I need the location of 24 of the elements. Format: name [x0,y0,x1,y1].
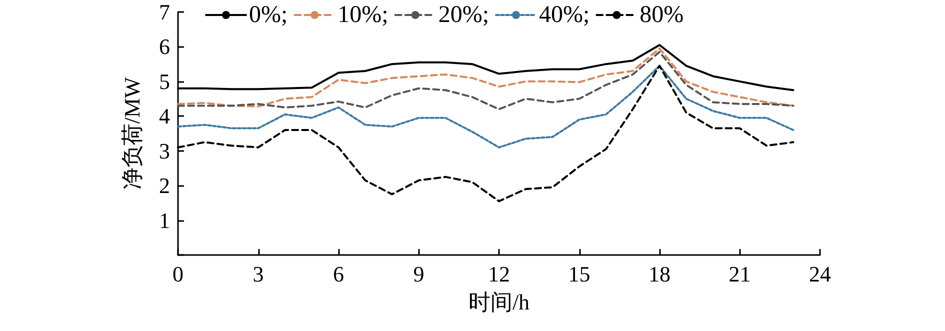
y-tick-label: 7 [159,0,170,24]
x-tick-label: 9 [413,262,424,286]
line-series [177,64,794,148]
x-tick-label: 0 [172,262,184,286]
x-tick-label: 24 [809,262,831,286]
y-tick-label: 6 [159,34,170,60]
legend-label: 80% [640,2,684,28]
legend-label: 0%; [249,2,288,28]
x-tick-label: 3 [252,262,264,286]
x-tick-label: 18 [648,262,670,286]
y-tick-label: 5 [159,68,170,94]
x-tick-label: 12 [488,262,510,286]
legend-label: 20%; [438,2,489,28]
x-tick-label: 21 [728,262,751,286]
legend-label: 40%; [538,2,590,28]
y-tick-label: 3 [159,138,170,164]
y-tick-label: 4 [159,104,170,129]
x-tick-label: 15 [568,262,590,286]
y-tick-label: 1 [159,208,170,233]
y-axis-title: 净负荷/MW [120,77,144,190]
x-axis-title: 时间/h [468,290,530,314]
legend-label: 10%; [338,2,388,28]
x-tick-label: 6 [333,262,344,286]
y-tick-label: 2 [159,173,170,198]
